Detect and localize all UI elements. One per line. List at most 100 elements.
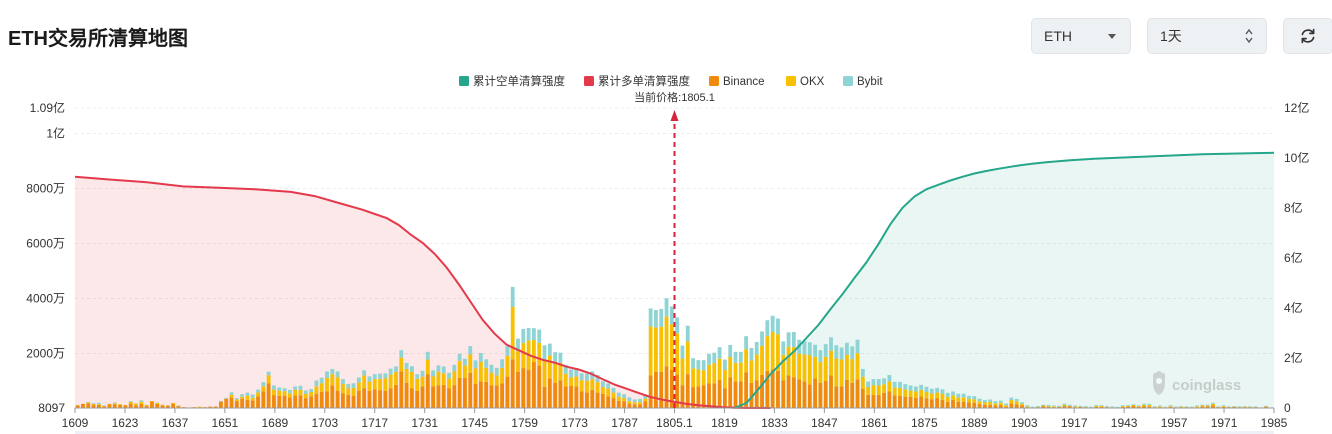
bar-binance: [1205, 406, 1210, 408]
bar-bybit: [961, 393, 966, 398]
x-tick-label: 1917: [1061, 416, 1088, 430]
bar-bybit: [415, 374, 420, 379]
bar-okx: [855, 353, 860, 380]
short-area: [75, 152, 1274, 408]
bar-okx: [738, 362, 743, 382]
bar-binance: [1142, 406, 1146, 408]
bar-bybit: [542, 345, 547, 361]
bar-bybit: [309, 389, 313, 393]
y-right-tick-label: 0: [1284, 401, 1291, 415]
bar-binance: [436, 385, 441, 408]
bar-binance: [1147, 406, 1152, 408]
bar-binance: [903, 396, 908, 408]
bar-binance: [563, 386, 568, 408]
bar-okx: [813, 356, 817, 379]
bar-binance: [155, 403, 160, 408]
bar-okx: [595, 382, 600, 393]
bar-binance: [245, 399, 250, 408]
bar-binance: [346, 395, 351, 408]
bar-okx: [791, 347, 796, 378]
bar-binance: [754, 380, 759, 408]
bar-okx: [638, 402, 642, 405]
bar-binance: [1057, 406, 1062, 408]
bar-bybit: [882, 378, 886, 385]
bar-binance: [484, 381, 489, 408]
bar-binance: [845, 379, 849, 408]
bar-binance: [558, 380, 563, 408]
refresh-button[interactable]: [1283, 18, 1332, 54]
bar-binance: [208, 406, 213, 408]
bar-okx: [643, 398, 648, 402]
bar-binance: [314, 393, 319, 408]
bar-bybit: [855, 339, 860, 354]
coin-select-value: ETH: [1044, 28, 1072, 44]
bar-bybit: [510, 286, 515, 307]
bar-bybit: [1168, 405, 1173, 407]
bar-bybit: [1073, 405, 1077, 407]
bar-binance: [595, 392, 600, 408]
bar-okx: [346, 388, 351, 396]
bar-binance: [1020, 405, 1024, 408]
legend-label: 累计空单清算强度: [473, 74, 565, 88]
bar-okx: [1195, 406, 1199, 408]
bar-bybit: [1179, 406, 1184, 407]
bar-bybit: [770, 315, 775, 333]
bar-bybit: [1083, 406, 1088, 407]
bar-binance: [850, 382, 855, 408]
bar-okx: [489, 372, 494, 386]
bar-okx: [760, 345, 764, 375]
bar-binance: [654, 371, 658, 408]
bar-binance: [362, 388, 367, 408]
bar-binance: [144, 406, 149, 408]
bar-binance: [521, 368, 526, 408]
bar-bybit: [1089, 406, 1093, 408]
bar-bybit: [611, 387, 616, 393]
bar-binance: [165, 405, 170, 408]
bar-binance: [388, 388, 393, 408]
current-price-label: 当前价格:1805.1: [634, 90, 715, 104]
bar-okx: [1179, 406, 1184, 408]
bar-bybit: [394, 366, 398, 372]
bar-okx: [611, 392, 616, 399]
bar-binance: [749, 382, 754, 408]
bar-okx: [1046, 406, 1051, 407]
bar-binance: [431, 386, 436, 408]
bar-okx: [409, 371, 414, 389]
bar-okx: [1009, 400, 1014, 404]
bar-binance: [441, 384, 446, 408]
bar-binance: [160, 405, 165, 408]
bar-bybit: [892, 381, 897, 388]
bar-bybit: [940, 389, 945, 394]
bar-binance: [372, 389, 377, 408]
bar-binance: [945, 401, 950, 408]
legend-label: OKX: [800, 76, 825, 88]
bar-okx: [945, 396, 950, 402]
period-select[interactable]: 1天: [1147, 18, 1267, 54]
bar-okx: [935, 392, 940, 399]
bar-okx: [733, 362, 738, 382]
x-tick-label: 1759: [511, 416, 538, 430]
y-left-tick-label: 8000万: [26, 182, 65, 196]
x-tick-label: 1745: [461, 416, 488, 430]
bar-okx: [510, 306, 515, 360]
bar-binance: [590, 389, 595, 408]
bar-binance: [616, 400, 621, 408]
bar-binance: [81, 403, 85, 408]
bar-bybit: [1099, 404, 1104, 406]
bar-bybit: [818, 350, 823, 363]
grid-lines: [75, 107, 1274, 354]
bar-binance: [786, 375, 791, 408]
y-axis-right: 0 2亿 4亿 6亿 8亿 10亿 12亿: [1284, 100, 1309, 415]
coin-select[interactable]: ETH: [1031, 18, 1131, 54]
bar-binance: [728, 377, 733, 408]
bar-binance: [309, 396, 313, 408]
bar-binance: [707, 383, 711, 408]
y-left-tick-label: 8097: [38, 401, 65, 415]
bar-okx: [1158, 406, 1162, 408]
bar-okx: [404, 368, 409, 383]
bar-okx: [850, 359, 855, 383]
bar-bybit: [839, 347, 844, 360]
bar-okx: [717, 358, 722, 380]
short-line: [734, 151, 1275, 409]
bar-binance: [585, 392, 589, 408]
